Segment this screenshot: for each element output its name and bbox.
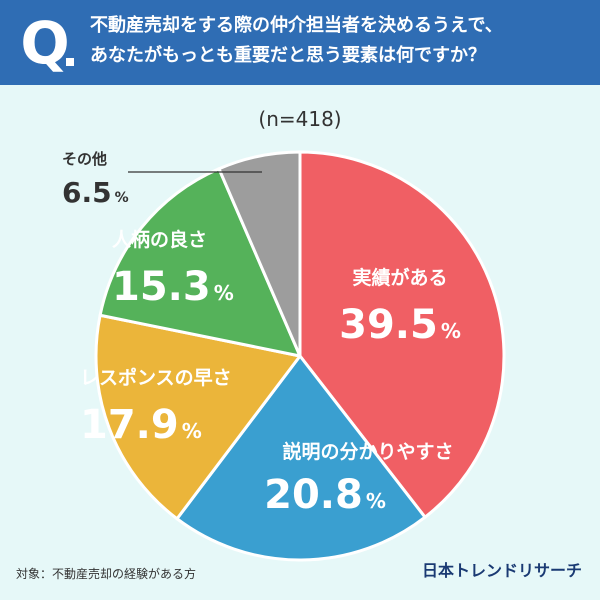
- slice-value-1: 39.5%: [339, 302, 461, 348]
- slice-label-2: 説明の分かりやすさ: [282, 440, 453, 463]
- question-text-line-2: あなたがもっとも重要だと思う要素は何ですか？: [90, 45, 486, 66]
- slice-value-4: 15.3%: [112, 264, 234, 310]
- brand-logo-text: 日本トレンドリサーチ: [421, 561, 582, 580]
- question-text-line-1: 不動産売却をする際の仲介担当者を決めるうえで、: [90, 15, 503, 36]
- pie-slice-5: [217, 150, 302, 358]
- sample-size-label: (n=418): [258, 107, 342, 131]
- slice-value-3: 17.9%: [80, 402, 202, 448]
- slice-label-3: レスポンスの早さ: [80, 366, 232, 389]
- pie-slice-4: [98, 167, 302, 358]
- pie-slice-1: [298, 150, 506, 519]
- slice-value-2: 20.8%: [264, 472, 386, 518]
- slice-label-5: その他: [62, 150, 107, 168]
- question-badge: Q: [20, 9, 70, 77]
- pie-slice-3: [94, 313, 302, 521]
- pie-slices: [94, 150, 506, 562]
- slice-value-5: 6.5%: [62, 176, 129, 209]
- question-header: Q 不動産売却をする際の仲介担当者を決めるうえで、 あなたがもっとも重要だと思う…: [0, 0, 600, 85]
- slice-label-4: 人柄の良さ: [112, 228, 207, 251]
- survey-target-note: 対象：不動産売却の経験がある方: [16, 567, 197, 581]
- slice-label-1: 実績がある: [352, 266, 447, 289]
- pie-slice-2: [175, 354, 427, 562]
- question-badge-dot: [66, 58, 74, 66]
